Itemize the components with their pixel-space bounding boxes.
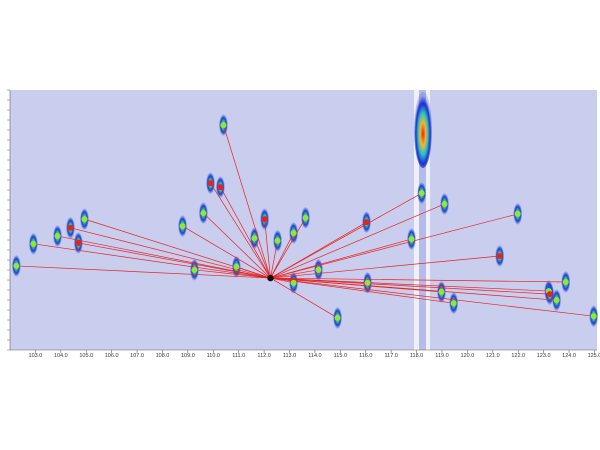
x-tick-label: 113.0 (283, 353, 296, 359)
x-tick-label: 108.0 (156, 353, 170, 359)
connector (203, 212, 271, 279)
connector (270, 203, 445, 279)
connector (254, 238, 271, 279)
peak-marker (438, 288, 445, 295)
x-tick-label: 111.0 (232, 353, 245, 359)
x-tick-label: 117.0 (384, 353, 397, 359)
x-tick-label: 110.0 (207, 353, 220, 359)
peak-marker (302, 214, 309, 221)
peak-marker (590, 313, 597, 320)
x-tick-label: 119.0 (435, 353, 448, 359)
connector (57, 235, 271, 279)
peak-marker (562, 278, 569, 285)
peak-marker (496, 252, 503, 259)
peak-marker (179, 223, 186, 230)
peak-marker (251, 235, 258, 242)
connector (33, 243, 271, 279)
connector (220, 186, 271, 279)
connector (270, 277, 566, 283)
center-marker (267, 274, 274, 282)
connector (270, 238, 412, 279)
x-tick-label: 105.0 (79, 353, 93, 359)
peak-marker (408, 236, 415, 243)
connector (236, 266, 271, 279)
connector (270, 217, 306, 279)
x-tick-label: 123.0 (537, 353, 551, 359)
major-peak (414, 92, 432, 168)
connector (210, 182, 271, 279)
peak-marker (553, 297, 560, 304)
peak-marker (54, 233, 61, 240)
connector (182, 225, 271, 279)
x-tick-label: 107.0 (130, 353, 144, 359)
x-tick-label: 106.0 (105, 353, 119, 359)
peak-marker (30, 240, 37, 247)
peak-marker (207, 180, 214, 187)
connector (270, 277, 557, 301)
x-tick-label: 103.0 (29, 353, 43, 359)
connector (270, 232, 294, 279)
peak-marker (290, 230, 297, 236)
peak-marker (81, 216, 88, 223)
x-tick-label: 118.0 (410, 353, 423, 359)
connector (270, 192, 422, 279)
peak-marker (217, 184, 224, 191)
connector (78, 242, 271, 279)
peak-marker (441, 200, 448, 207)
connector (270, 277, 550, 295)
peak-marker (363, 219, 370, 226)
column-bleed-core (419, 90, 426, 350)
x-tick-label: 124.0 (562, 353, 576, 359)
connector (270, 213, 518, 279)
connector (16, 265, 271, 279)
connector (223, 124, 271, 279)
connector (270, 240, 278, 279)
peak-marker (418, 190, 425, 197)
peak-marker (233, 263, 240, 270)
peak-marker (13, 262, 20, 269)
x-tick-label: 112.0 (257, 353, 270, 359)
x-tick-label: 122.0 (511, 353, 525, 359)
peak-marker (261, 216, 268, 223)
peak-marker (200, 210, 207, 217)
peak-marker (334, 314, 341, 321)
connector (264, 219, 271, 279)
connector (270, 277, 454, 304)
peak-marker (546, 291, 553, 298)
peak-marker (450, 300, 457, 307)
connector (270, 269, 319, 279)
peak-marker (191, 266, 198, 273)
peak-marker (220, 122, 227, 129)
connector (194, 269, 271, 279)
x-tick-label: 114.0 (308, 353, 321, 359)
x-tick-label: 121.0 (486, 353, 500, 359)
connector (270, 277, 549, 292)
x-tick-label: 104.0 (54, 353, 68, 359)
x-tick-label: 109.0 (181, 353, 195, 359)
connector (84, 218, 271, 279)
peak-marker (75, 239, 82, 246)
x-tick-label: 116.0 (359, 353, 372, 359)
peak-marker (514, 210, 521, 217)
peak-marker (315, 266, 322, 273)
peak-marker (274, 237, 281, 244)
connector (270, 255, 500, 279)
connector (270, 277, 338, 319)
x-tick-label: 120.0 (461, 353, 475, 359)
x-tick-label: 125.0 (588, 353, 600, 359)
x-tick-label: 115.0 (334, 353, 347, 359)
peak-marker (67, 224, 74, 231)
connector (270, 221, 367, 279)
peak-marker (290, 279, 297, 286)
connector (270, 277, 594, 317)
marks: 103.0 104.0 105.0 106.0 107.0 108.0 109.0 110.0… (7, 89, 600, 359)
peak-marker (364, 279, 371, 286)
